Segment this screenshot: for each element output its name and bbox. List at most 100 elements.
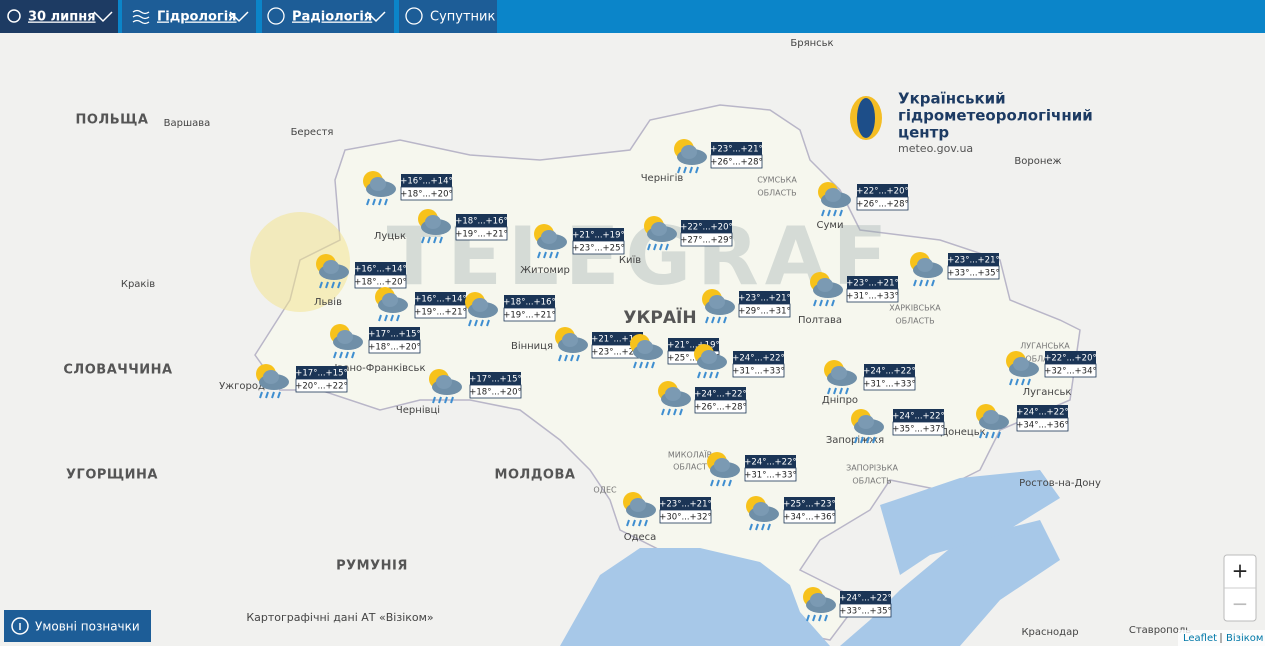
rain-drop xyxy=(486,319,490,327)
region-label: ОБЛАСТЬ xyxy=(895,317,934,326)
city-label: Краків xyxy=(121,278,155,290)
rain-drop xyxy=(439,236,443,244)
rain-drop xyxy=(767,523,771,531)
rain-drop xyxy=(421,236,425,244)
day-temp-bg xyxy=(1016,417,1069,432)
day-temp-bg xyxy=(732,363,785,378)
day-temp: +23°...+25° xyxy=(572,244,624,254)
city-label: Житомир xyxy=(520,265,570,276)
rain-drop xyxy=(697,371,701,379)
rain-drop xyxy=(710,479,714,487)
vizicom-link[interactable]: Візіком xyxy=(1226,632,1263,644)
day-temp-bg xyxy=(680,232,733,247)
rain-drop xyxy=(925,279,929,287)
rain-drop xyxy=(325,281,329,289)
cloud-icon xyxy=(562,333,578,347)
toolbar-satellite[interactable]: Супутник xyxy=(399,0,497,33)
night-temp-bg xyxy=(840,591,891,604)
day-temp: +32°...+34° xyxy=(1044,367,1096,377)
day-temp: +34°...+36° xyxy=(1016,421,1068,431)
country-label: ПОЛЬЩА xyxy=(76,113,149,128)
rain-drop xyxy=(661,408,665,416)
night-temp: +18°...+16° xyxy=(503,298,555,308)
night-temp-bg xyxy=(415,292,466,305)
rain-drop xyxy=(715,371,719,379)
rain-drop xyxy=(384,198,388,206)
cloud-icon xyxy=(858,415,874,429)
city-label: Чернівці xyxy=(396,404,440,416)
night-temp: +21°...+19° xyxy=(572,231,624,241)
city-label: Ставрополь xyxy=(1129,625,1191,636)
big-label: УКРАЇН xyxy=(623,306,696,328)
rain-drop xyxy=(384,314,388,322)
day-temp: +33°...+35° xyxy=(947,269,999,279)
day-temp: +30°...+32° xyxy=(659,513,711,523)
rain-drop xyxy=(716,479,720,487)
day-temp: +33°...+35° xyxy=(839,607,891,617)
region-label: ЛУГАНСЬКА xyxy=(1020,342,1070,351)
rain-drop xyxy=(549,251,553,259)
rain-drop xyxy=(372,198,376,206)
legend-button[interactable]: Умовні позначки xyxy=(4,610,151,642)
day-temp-bg xyxy=(892,421,945,436)
leaflet-link[interactable]: Leaflet xyxy=(1183,633,1217,644)
rain-drop xyxy=(839,387,843,395)
rain-drop xyxy=(755,523,759,531)
day-temp: +27°...+29° xyxy=(680,236,732,246)
night-temp-bg xyxy=(784,497,835,510)
region-label: СУМСЬКА xyxy=(757,176,797,185)
rain-drop xyxy=(673,408,677,416)
rain-drop xyxy=(985,431,989,439)
forecast-marker: +17°...+15° +18°...+20° xyxy=(429,369,522,404)
forecast-marker: +24°...+22° +34°...+36° xyxy=(976,404,1069,439)
night-temp-bg xyxy=(504,295,555,308)
country-label: МОЛДОВА xyxy=(495,468,576,483)
zoom-out[interactable]: − xyxy=(1232,592,1249,616)
toolbar-label: Гідрологія xyxy=(157,10,237,25)
rain-drop xyxy=(438,396,442,404)
day-temp: +34°...+36° xyxy=(783,513,835,523)
toolbar-label: Радіологія xyxy=(292,10,372,25)
day-temp: +19°...+21° xyxy=(455,230,507,240)
day-temp: +18°...+20° xyxy=(400,190,452,200)
rain-drop xyxy=(677,166,681,174)
forecast-marker: +23°...+21° +29°...+31° xyxy=(702,289,791,324)
azov-sea xyxy=(880,470,1060,575)
rain-drop xyxy=(683,166,687,174)
night-temp-bg xyxy=(470,372,521,385)
day-temp: +18°...+20° xyxy=(469,388,521,398)
rain-drop xyxy=(1015,378,1019,386)
map-data-credit: Картографічні дані АТ «Візіком» xyxy=(246,611,433,624)
city-label: Луцьк xyxy=(374,231,406,242)
toolbar-date[interactable]: 30 липня xyxy=(0,0,118,33)
city-label: Берестя xyxy=(291,127,334,138)
night-temp-bg xyxy=(739,291,790,304)
rain-drop xyxy=(339,351,343,359)
cloud-icon xyxy=(917,258,933,272)
region-label: МИКОЛАЇВ xyxy=(668,450,712,460)
forecast-marker: +16°...+14° +18°...+20° xyxy=(316,254,407,289)
rain-drop xyxy=(703,371,707,379)
night-temp-bg xyxy=(695,387,746,400)
rain-drop xyxy=(390,314,394,322)
black-sea-east xyxy=(840,520,1060,646)
cloud-icon xyxy=(541,230,557,244)
night-temp: +22°...+20° xyxy=(1044,354,1096,364)
night-temp: +23°...+21° xyxy=(947,256,999,266)
rain-drop xyxy=(433,236,437,244)
rain-drop xyxy=(644,519,648,527)
rain-drop xyxy=(833,209,837,217)
rain-drop xyxy=(378,198,382,206)
night-temp-bg xyxy=(592,332,643,345)
rain-drop xyxy=(1009,378,1013,386)
night-temp-bg xyxy=(355,262,406,275)
rain-drop xyxy=(860,436,864,444)
day-temp-bg xyxy=(354,274,407,289)
toolbar-radiology[interactable]: Радіологія xyxy=(262,0,394,33)
zoom-in[interactable]: + xyxy=(1232,559,1249,583)
cloud-icon xyxy=(810,593,826,607)
toolbar-hydrology[interactable]: Гідрологія xyxy=(122,0,256,33)
forecast-marker: +24°...+22° +31°...+33° xyxy=(824,360,916,395)
night-temp: +18°...+16° xyxy=(455,217,507,227)
night-temp-bg xyxy=(401,174,452,187)
